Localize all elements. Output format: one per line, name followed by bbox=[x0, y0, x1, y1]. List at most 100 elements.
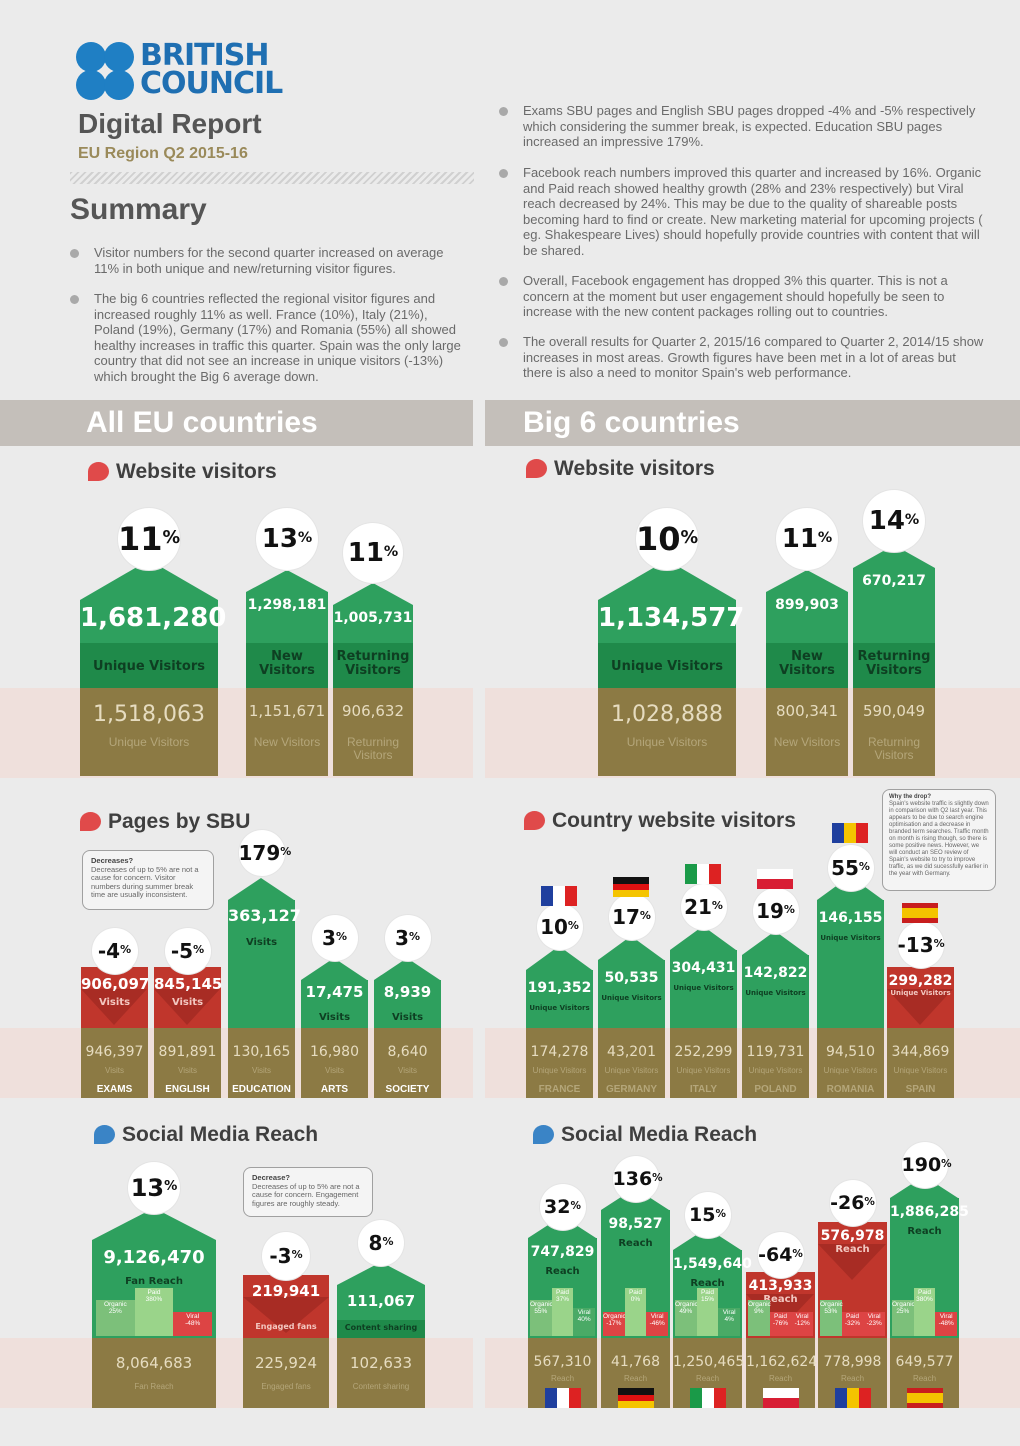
category-label: SOCIETY bbox=[385, 1084, 430, 1095]
percent-value: 11 bbox=[347, 538, 384, 568]
percent-change: -64% bbox=[758, 1245, 804, 1265]
flag-stripe bbox=[618, 1388, 654, 1395]
previous-year-block: 567,310 Reach bbox=[528, 1338, 597, 1408]
previous-value: 800,341 bbox=[775, 702, 839, 720]
previous-value: 1,250,465 bbox=[673, 1354, 745, 1370]
breakdown-value: 0% bbox=[630, 1296, 641, 1303]
breakdown-name: Paid bbox=[700, 1289, 714, 1296]
value-label: Returning Visitors bbox=[857, 649, 931, 678]
previous-year-block: 891,891 Visits ENGLISH bbox=[154, 1028, 221, 1098]
breakdown-name: Organic bbox=[675, 1301, 698, 1308]
flag-stripe bbox=[618, 1394, 654, 1402]
previous-value: 41,768 bbox=[611, 1354, 660, 1370]
header-divider bbox=[70, 172, 474, 184]
percent-change: 11% bbox=[343, 540, 403, 566]
breakdown-value: 49% bbox=[679, 1308, 693, 1315]
flag-stripe bbox=[832, 823, 844, 843]
percent-value: 10 bbox=[636, 520, 681, 558]
previous-year-block: 946,397 Visits EXAMS bbox=[81, 1028, 148, 1098]
column-footer bbox=[598, 643, 736, 688]
poland-flag-icon bbox=[763, 1388, 799, 1408]
column-body bbox=[598, 960, 665, 1028]
previous-label: Unique Visitors bbox=[748, 1066, 803, 1075]
previous-value: 778,998 bbox=[823, 1354, 882, 1370]
percent-circle: -64% bbox=[757, 1232, 804, 1278]
breakdown-name: Paid bbox=[555, 1289, 569, 1296]
previous-label: New Visitors bbox=[253, 735, 321, 749]
column-roof bbox=[673, 1228, 741, 1250]
brand-line1: BRITISH bbox=[140, 38, 269, 73]
percent-circle: -26% bbox=[829, 1180, 876, 1226]
previous-label: Reach bbox=[550, 1374, 575, 1383]
percent-sign: % bbox=[297, 530, 313, 546]
percent-circle: -3% bbox=[262, 1232, 310, 1280]
percent-value: -5 bbox=[170, 939, 194, 963]
percent-sign: % bbox=[941, 1157, 952, 1170]
previous-label: Returning Visitors bbox=[346, 735, 400, 762]
percent-sign: % bbox=[680, 528, 699, 548]
percent-change: -26% bbox=[830, 1193, 876, 1213]
previous-year-block: 252,299 Unique Visitors ITALY bbox=[670, 1028, 737, 1098]
france-flag-icon bbox=[541, 886, 577, 906]
percent-change: 136% bbox=[612, 1167, 663, 1190]
logo-dot-icon bbox=[104, 70, 134, 100]
percent-value: 17 bbox=[612, 905, 640, 929]
breakdown-bar: Organic 9% bbox=[748, 1300, 771, 1336]
percent-change: 11% bbox=[776, 526, 838, 552]
breakdown-bar: Paid -32% bbox=[841, 1312, 864, 1336]
breakdown-value: 53% bbox=[824, 1308, 838, 1315]
percent-sign: % bbox=[858, 860, 870, 873]
percent-change: 11% bbox=[118, 523, 180, 555]
percent-value: 10 bbox=[540, 915, 568, 939]
previous-value: 344,869 bbox=[891, 1044, 950, 1060]
column-roof bbox=[301, 958, 367, 980]
column-footer bbox=[246, 643, 328, 688]
percent-change: 21% bbox=[681, 897, 727, 917]
column-body bbox=[301, 980, 368, 1028]
previous-label: Unique Visitors bbox=[823, 1066, 878, 1075]
category-label: POLAND bbox=[754, 1084, 797, 1095]
flag-stripe bbox=[685, 864, 697, 884]
current-value: 146,155 bbox=[818, 910, 883, 926]
current-value: 363,127 bbox=[228, 906, 301, 925]
breakdown-bar: Paid 37% bbox=[551, 1288, 574, 1336]
previous-year-block: 906,632 Returning Visitors bbox=[333, 688, 413, 776]
down-arrow-icon bbox=[81, 989, 147, 1025]
previous-year-block: 778,998 Reach bbox=[818, 1338, 887, 1408]
column-body bbox=[526, 970, 593, 1028]
breakdown-value: 37% bbox=[555, 1296, 569, 1303]
previous-label: Unique Visitors bbox=[893, 1066, 948, 1075]
previous-year-block: 1,151,671 New Visitors bbox=[246, 688, 328, 776]
percent-circle: 10% bbox=[536, 904, 583, 950]
value-label: Reach bbox=[763, 1294, 798, 1305]
previous-year-block: 16,980 Visits ARTS bbox=[301, 1028, 368, 1098]
breakdown-name: Viral bbox=[650, 1313, 664, 1320]
flag-stripe bbox=[907, 1393, 943, 1398]
breakdown-value: 25% bbox=[108, 1308, 122, 1315]
flag-stripe bbox=[690, 1388, 702, 1408]
breakdown-name: Organic bbox=[748, 1301, 771, 1308]
breakdown-value: 55% bbox=[534, 1308, 548, 1315]
flag-stripe bbox=[847, 1388, 859, 1408]
current-value: 299,282 bbox=[888, 973, 953, 989]
value-label: Visits bbox=[171, 997, 204, 1008]
germany-flag-icon bbox=[613, 877, 649, 898]
flag-stripe bbox=[763, 1388, 799, 1398]
percent-sign: % bbox=[162, 528, 181, 548]
previous-year-block: 130,165 Visits EDUCATION bbox=[228, 1028, 295, 1098]
percent-circle: 10% bbox=[636, 508, 698, 570]
current-value: 1,005,731 bbox=[333, 610, 413, 626]
flag-stripe bbox=[618, 1401, 654, 1409]
previous-value: 43,201 bbox=[607, 1044, 656, 1060]
current-value: 111,067 bbox=[346, 1292, 416, 1310]
previous-label: Reach bbox=[768, 1374, 793, 1383]
percent-sign: % bbox=[408, 930, 420, 943]
percent-value: 136 bbox=[612, 1167, 653, 1190]
breakdown-bar: Viral -23% bbox=[863, 1312, 885, 1336]
column-roof bbox=[228, 878, 294, 900]
current-value: 1,549,640 bbox=[673, 1256, 752, 1272]
percent-value: 3 bbox=[395, 926, 409, 950]
percent-value: 190 bbox=[901, 1153, 942, 1176]
flag-stripe bbox=[613, 890, 649, 898]
percent-circle: 32% bbox=[539, 1184, 586, 1230]
